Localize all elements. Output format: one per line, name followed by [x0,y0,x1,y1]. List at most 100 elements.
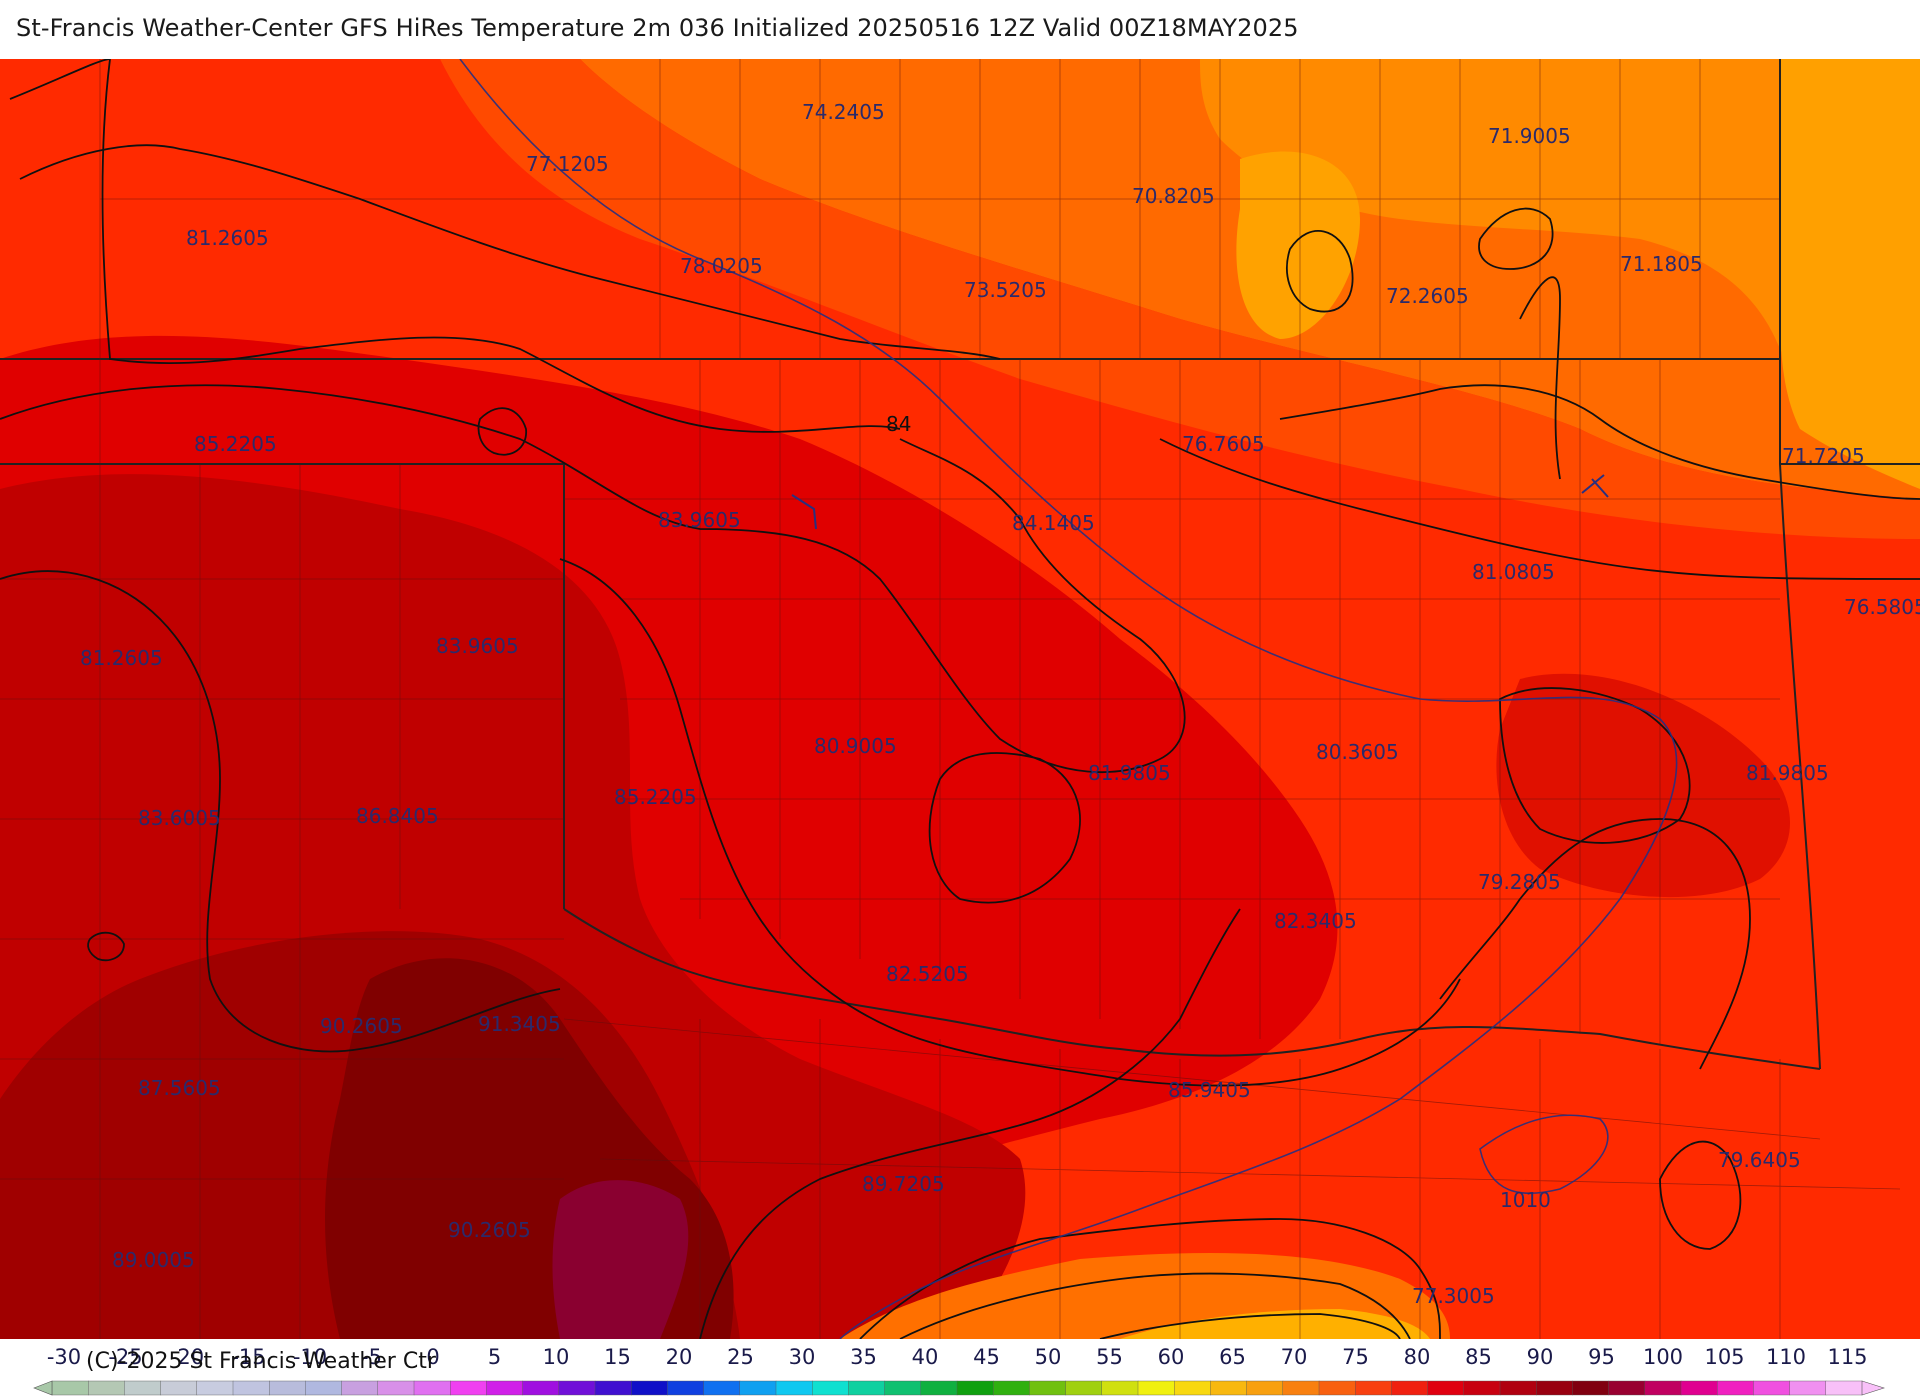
colorbar-tick-label: 95 [1588,1345,1615,1369]
colorbar-swatch [51,1380,89,1396]
colorbar-swatch [232,1380,270,1396]
temp-label: 85.2205 [194,432,277,456]
temp-label: 81.9805 [1088,761,1171,785]
colorbar-swatch [87,1380,125,1396]
county-grid-texas [563,1018,1901,1339]
colorbar-swatch [1246,1380,1284,1396]
colorbar-swatch [1318,1380,1356,1396]
temp-label: 71.9005 [1488,124,1571,148]
colorbar-swatch [884,1380,922,1396]
colorbar-swatch [196,1380,234,1396]
temperature-fill-east-warm [1496,673,1790,898]
colorbar-tick-label: 5 [488,1345,501,1369]
temp-label: 89.0005 [112,1248,195,1272]
colorbar-tick-label: 85 [1465,1345,1492,1369]
colorbar-swatch [594,1380,632,1396]
temperature-fill-105-110 [552,1180,689,1339]
contour-line [1099,1313,1401,1339]
colorbar-swatch [1029,1380,1067,1396]
colorbar-swatch [1753,1380,1791,1396]
isotherm-contours [0,59,1920,1339]
contour-label: 84 [886,412,911,436]
wind-barb-icon [1581,474,1609,498]
colorbar-swatch [1825,1380,1863,1396]
temp-label: 77.3005 [1412,1284,1495,1308]
temp-label: 79.6405 [1718,1148,1801,1172]
colorbar-tick-label: 75 [1342,1345,1369,1369]
contour-line [87,931,125,962]
colorbar-swatch [269,1380,306,1396]
colorbar-tick-label: 70 [1281,1345,1308,1369]
colorbar-tick-label: 30 [789,1345,816,1369]
isobar-line-1010 [1479,1114,1609,1195]
contour-value-labels: 84 1010 [886,412,1551,1212]
temp-label: 89.7205 [862,1172,945,1196]
colorbar-tick-label: 10 [543,1345,570,1369]
temperature-value-labels: 74.2405 71.9005 77.1205 70.8205 81.2605 … [80,100,1920,1308]
colorbar-swatch [522,1380,560,1396]
colorbar-swatch [775,1380,813,1396]
temp-label: 85.9405 [1168,1078,1251,1102]
colorbar-swatch [1210,1380,1248,1396]
temp-label: 91.3405 [478,1012,561,1036]
colorbar-tick-label: -5 [361,1345,382,1369]
temperature-fill-cool-south-core [1120,1309,1430,1339]
colorbar-swatch [703,1380,741,1396]
temp-label: 82.5205 [886,962,969,986]
temp-label: 86.8405 [356,804,439,828]
temp-label: 83.6005 [138,806,221,830]
temp-label: 82.3405 [1274,909,1357,933]
colorbar-swatch [993,1380,1030,1396]
contour-line [1478,207,1554,270]
contour-line [1159,438,1920,580]
contour-line [477,407,527,456]
contour-line [1279,384,1920,500]
contour-line [928,752,1081,904]
colorbar-tick-label: 90 [1527,1345,1554,1369]
colorbar-swatch [1427,1380,1465,1396]
colorbar-swatch [956,1380,994,1396]
contour-line [859,1218,1441,1339]
state-border-red-river [563,908,1821,1070]
temperature-fill-75-80 [440,59,1920,539]
temperature-fill-60-65 [1780,59,1920,489]
colorbar-swatch [450,1380,487,1396]
colorbar-swatch [1644,1380,1682,1396]
temp-label: 81.2605 [186,226,269,250]
colorbar-tick-label: -10 [293,1345,327,1369]
map-title: St-Francis Weather-Center GFS HiRes Temp… [16,14,1299,42]
temp-label: 71.7205 [1782,444,1865,468]
temp-label: 80.3605 [1316,740,1399,764]
colorbar-swatch [1789,1380,1827,1396]
colorbar-swatch [1716,1380,1754,1396]
temp-label: 71.1805 [1620,252,1703,276]
colorbar-tick-label: -15 [231,1345,265,1369]
county-grid-oklahoma [564,359,1780,1044]
temp-label: 77.1205 [526,152,609,176]
wind-barbs [791,474,1609,530]
county-lines [0,59,1901,1339]
colorbar-tick-label: 15 [604,1345,631,1369]
copyright-notice: (C)-2025 St Francis Weather Ctr [86,1349,436,1374]
colorbar-swatch [1463,1380,1501,1396]
colorbar-swatch [920,1380,958,1396]
contour-line [0,384,1186,774]
colorbar-tick-label: 105 [1704,1345,1744,1369]
colorbar-swatch [1101,1380,1139,1396]
colorbar-swatch [1608,1380,1646,1396]
contour-line [1519,276,1561,480]
temp-label: 70.8205 [1132,184,1215,208]
isobar-label: 1010 [1500,1188,1551,1212]
colorbar-tick-label: 45 [973,1345,1000,1369]
county-grid-north [100,59,1780,359]
temp-label: 81.2605 [80,646,163,670]
colorbar-tick-label: 50 [1035,1345,1062,1369]
temp-label: 76.5805 [1844,595,1920,619]
colorbar-tick-label: 55 [1096,1345,1123,1369]
colorbar-tick-labels: -30 -25 -20 -15 -10 -5 0 5 10 15 20 25 30 35 40 45 50 55 6… [47,1345,1868,1369]
colorbar-swatch [377,1380,415,1396]
colorbar-swatch [1173,1380,1211,1396]
temp-label: 80.9005 [814,734,897,758]
colorbar-swatch [848,1380,886,1396]
colorbar-tick-label: 40 [912,1345,939,1369]
